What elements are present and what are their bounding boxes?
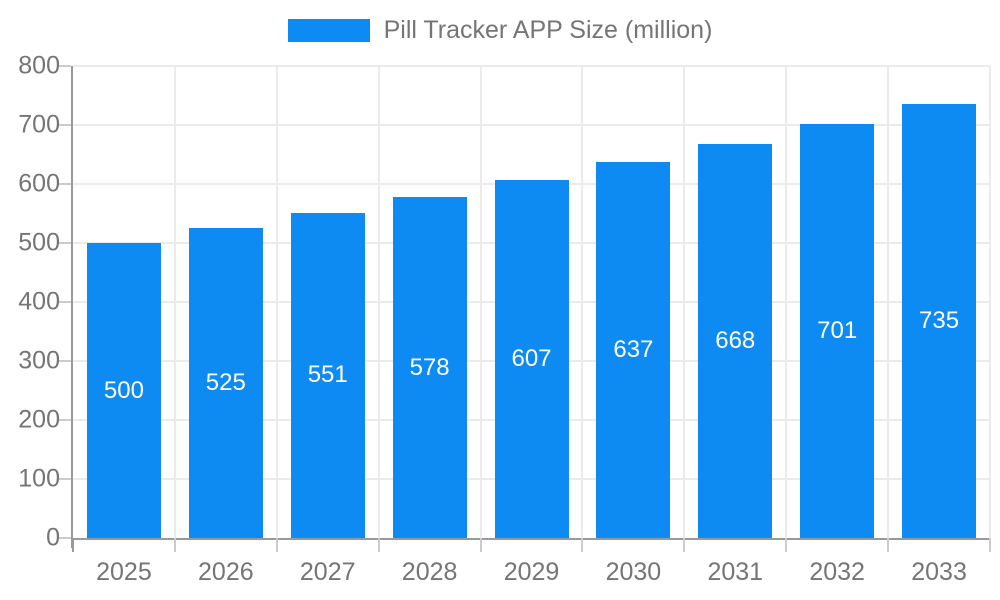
bar-2029[interactable]: 607 — [494, 179, 569, 538]
chart-legend: Pill Tracker APP Size (million) — [0, 16, 1000, 45]
legend-swatch-icon — [287, 19, 370, 42]
legend-item[interactable]: Pill Tracker APP Size (million) — [287, 16, 713, 45]
x-axis-line — [71, 538, 990, 540]
bar-value-label: 551 — [307, 361, 348, 389]
bar-value-label: 500 — [103, 376, 144, 404]
x-tick — [581, 538, 584, 552]
bar-value-label: 525 — [205, 369, 246, 397]
x-tick-label: 2031 — [707, 558, 764, 586]
bar-2032[interactable]: 701 — [800, 124, 875, 538]
y-tick — [59, 242, 71, 244]
y-tick — [59, 301, 71, 303]
x-tick — [785, 538, 788, 552]
bar-value-label: 668 — [715, 326, 756, 354]
bar-value-label: 637 — [613, 336, 654, 364]
bar-2030[interactable]: 637 — [596, 162, 671, 538]
y-tick-label: 600 — [18, 169, 60, 198]
x-gridline — [785, 66, 788, 538]
y-tick-label: 700 — [18, 110, 60, 139]
x-gridline — [683, 66, 686, 538]
x-tick-label: 2027 — [299, 558, 356, 586]
y-gridline — [73, 65, 990, 67]
y-tick — [59, 478, 71, 480]
x-tick — [887, 538, 890, 552]
x-gridline — [887, 66, 890, 538]
legend-label: Pill Tracker APP Size (million) — [383, 16, 713, 44]
y-axis-labels: 0 100 200 300 400 500 600 700 800 — [0, 52, 60, 552]
y-tick — [59, 124, 71, 126]
x-tick-label: 2026 — [198, 558, 254, 586]
x-tick — [72, 538, 74, 552]
y-tick — [59, 360, 71, 362]
plot-area: 500 525 551 578 607 637 668 701 735 — [59, 65, 991, 552]
bar-value-label: 735 — [919, 307, 960, 335]
x-tick-label: 2029 — [503, 558, 560, 586]
x-gridline — [989, 66, 991, 538]
y-tick-label: 100 — [18, 464, 60, 493]
x-gridline — [377, 66, 380, 538]
bar-2027[interactable]: 551 — [290, 212, 365, 538]
x-tick — [683, 538, 686, 552]
y-tick — [59, 183, 71, 185]
x-gridline — [479, 66, 482, 538]
bar-value-label: 578 — [409, 353, 450, 381]
y-tick-label: 400 — [18, 287, 60, 316]
x-tick — [989, 538, 991, 552]
y-axis-line — [71, 66, 73, 548]
x-gridline — [173, 66, 176, 538]
x-gridline — [581, 66, 584, 538]
bar-2025[interactable]: 500 — [86, 243, 161, 538]
y-tick — [59, 419, 71, 421]
bar-2026[interactable]: 525 — [188, 228, 263, 538]
x-tick — [377, 538, 380, 552]
y-tick-label: 500 — [18, 228, 60, 257]
x-gridline — [275, 66, 278, 538]
x-axis-labels: 2025 2026 2027 2028 2029 2030 2031 2032 2033 — [73, 558, 990, 592]
bar-2028[interactable]: 578 — [392, 196, 467, 538]
bar-2031[interactable]: 668 — [698, 143, 773, 538]
y-tick-label: 0 — [46, 523, 60, 552]
x-tick-label: 2033 — [911, 558, 967, 586]
x-tick-label: 2028 — [401, 558, 458, 586]
y-tick — [59, 537, 71, 539]
bar-value-label: 701 — [817, 317, 858, 345]
y-tick — [59, 65, 71, 67]
x-tick — [479, 538, 482, 552]
y-gridline — [73, 124, 990, 126]
x-tick-label: 2032 — [809, 558, 865, 586]
y-tick-label: 300 — [18, 346, 60, 375]
x-tick — [275, 538, 278, 552]
bar-2033[interactable]: 735 — [902, 104, 977, 538]
bar-value-label: 607 — [511, 344, 552, 372]
y-tick-label: 800 — [18, 51, 60, 80]
x-tick — [173, 538, 176, 552]
y-tick-label: 200 — [18, 405, 60, 434]
x-tick-label: 2025 — [96, 558, 152, 586]
x-tick-label: 2030 — [605, 558, 662, 586]
